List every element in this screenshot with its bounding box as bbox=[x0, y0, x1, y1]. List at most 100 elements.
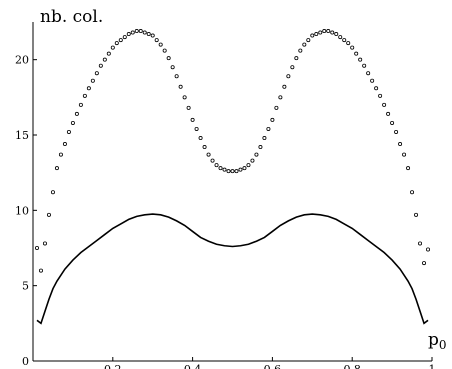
data-point bbox=[322, 29, 327, 34]
data-point bbox=[158, 42, 163, 47]
y-tick-label: 15 bbox=[15, 129, 29, 142]
data-point bbox=[286, 74, 291, 79]
data-point bbox=[166, 56, 171, 61]
data-point bbox=[242, 166, 247, 171]
data-point bbox=[330, 30, 335, 35]
data-point bbox=[202, 145, 207, 150]
data-point bbox=[254, 152, 259, 157]
data-point bbox=[58, 152, 63, 157]
data-point bbox=[414, 212, 419, 217]
x-tick-label: 0.4 bbox=[184, 363, 202, 369]
data-point bbox=[338, 35, 343, 40]
data-point bbox=[262, 136, 267, 141]
data-point bbox=[142, 30, 147, 35]
data-point bbox=[274, 105, 279, 110]
x-axis-title-sub: 0 bbox=[439, 338, 447, 352]
data-point bbox=[38, 268, 43, 273]
data-point bbox=[366, 71, 371, 76]
data-point bbox=[162, 48, 167, 53]
data-point bbox=[418, 241, 423, 246]
y-tick-label: 10 bbox=[15, 204, 29, 217]
data-point bbox=[210, 158, 215, 163]
data-point bbox=[154, 38, 159, 43]
data-point bbox=[62, 142, 67, 147]
data-point bbox=[134, 29, 139, 34]
data-point bbox=[218, 166, 223, 171]
data-point bbox=[318, 30, 323, 35]
data-point bbox=[398, 142, 403, 147]
data-point bbox=[198, 136, 203, 141]
series-points bbox=[34, 29, 431, 273]
data-point bbox=[314, 32, 319, 37]
data-point bbox=[278, 95, 283, 100]
data-point bbox=[42, 241, 47, 246]
y-ticks: 0 5 10 15 20 bbox=[15, 54, 37, 368]
data-point bbox=[306, 38, 311, 43]
y-tick-label: 20 bbox=[15, 54, 29, 67]
data-point bbox=[326, 29, 331, 34]
data-point bbox=[342, 38, 347, 43]
data-point bbox=[70, 120, 75, 125]
data-point bbox=[354, 51, 359, 56]
data-point bbox=[290, 65, 295, 70]
data-point bbox=[374, 86, 379, 91]
y-tick-label: 0 bbox=[22, 355, 29, 368]
data-point bbox=[370, 78, 375, 83]
data-point bbox=[298, 48, 303, 53]
data-point bbox=[334, 32, 339, 37]
data-point bbox=[106, 51, 111, 56]
data-point bbox=[190, 117, 195, 122]
x-tick-label: 0.6 bbox=[264, 363, 282, 369]
data-point bbox=[74, 111, 79, 116]
data-point bbox=[66, 129, 71, 134]
data-point bbox=[346, 41, 351, 46]
x-axis-title-main: p bbox=[428, 330, 439, 350]
data-point bbox=[234, 169, 239, 174]
data-point bbox=[294, 56, 299, 61]
data-point bbox=[282, 84, 287, 89]
data-point bbox=[310, 33, 315, 38]
data-point bbox=[174, 74, 179, 79]
data-point bbox=[394, 129, 399, 134]
data-point bbox=[406, 166, 411, 171]
y-axis-title: nb. col. bbox=[40, 7, 103, 27]
data-point bbox=[130, 30, 135, 35]
y-tick-label: 5 bbox=[22, 280, 29, 293]
data-point bbox=[238, 167, 243, 172]
data-point bbox=[246, 163, 251, 168]
data-point bbox=[102, 57, 107, 62]
data-point bbox=[34, 245, 39, 250]
data-point bbox=[382, 102, 387, 107]
data-point bbox=[178, 84, 183, 89]
data-point bbox=[386, 111, 391, 116]
data-point bbox=[378, 93, 383, 98]
data-point bbox=[270, 117, 275, 122]
data-point bbox=[54, 166, 59, 171]
data-point bbox=[226, 169, 231, 174]
data-point bbox=[422, 261, 427, 266]
data-point bbox=[78, 102, 83, 107]
data-point bbox=[110, 45, 115, 50]
data-point bbox=[410, 190, 415, 195]
data-point bbox=[206, 152, 211, 157]
data-point bbox=[186, 105, 191, 110]
data-point bbox=[358, 57, 363, 62]
data-point bbox=[222, 167, 227, 172]
data-point bbox=[146, 32, 151, 37]
data-point bbox=[214, 163, 219, 168]
data-point bbox=[122, 35, 127, 40]
data-point bbox=[250, 158, 255, 163]
data-point bbox=[182, 95, 187, 100]
data-point bbox=[390, 120, 395, 125]
data-point bbox=[302, 42, 307, 47]
x-tick-label: 0.2 bbox=[104, 363, 122, 369]
data-point bbox=[114, 41, 119, 46]
data-point bbox=[194, 126, 199, 131]
data-point bbox=[90, 78, 95, 83]
data-point bbox=[230, 169, 235, 174]
data-point bbox=[98, 63, 103, 68]
x-ticks: 0.2 0.4 0.6 0.8 1 bbox=[104, 357, 436, 369]
data-point bbox=[258, 145, 263, 150]
data-point bbox=[46, 212, 51, 217]
series-line bbox=[36, 213, 429, 325]
